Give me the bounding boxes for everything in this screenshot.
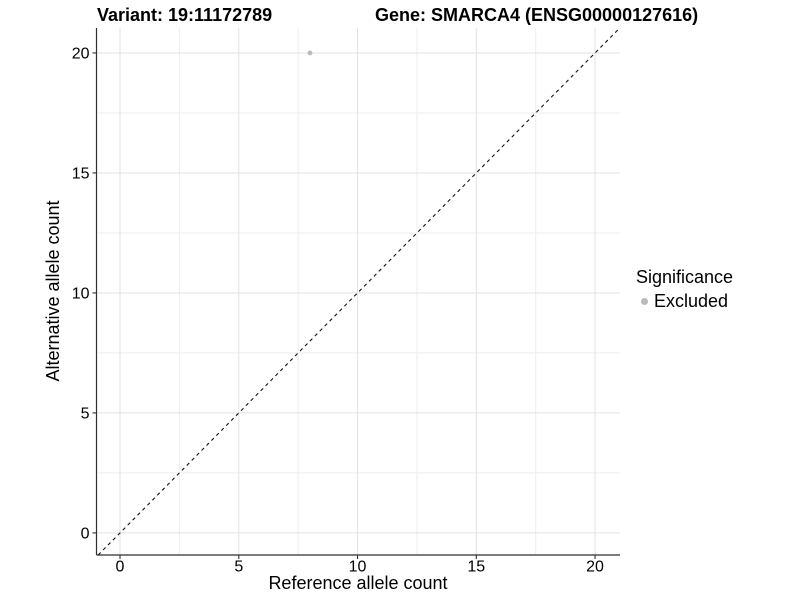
x-tick-label: 10 (349, 559, 367, 576)
y-tick-label: 20 (72, 45, 90, 62)
legend-point-icon (641, 297, 648, 305)
y-tick-label: 0 (81, 525, 90, 542)
data-point (307, 50, 313, 56)
x-axis-title: Reference allele count (268, 573, 448, 593)
x-tick-label: 15 (467, 559, 485, 576)
legend-title: Significance (636, 267, 734, 287)
legend: Significance Excluded (636, 266, 733, 312)
legend-item-excluded: Excluded (636, 290, 733, 312)
y-tick-label: 10 (72, 285, 90, 302)
x-tick-label: 0 (116, 559, 125, 576)
gene-title: Gene: SMARCA4 (ENSG00000127616) (375, 5, 699, 25)
legend-item-label: Excluded (654, 291, 729, 311)
x-tick-label: 5 (234, 559, 243, 576)
identity-line (97, 27, 621, 556)
x-tick-label: 20 (586, 559, 604, 576)
y-axis-title: Alternative allele count (43, 200, 64, 382)
y-tick-label: 15 (72, 165, 90, 182)
variant-title: Variant: 19:11172789 (97, 5, 273, 25)
y-tick-label: 5 (81, 405, 90, 422)
